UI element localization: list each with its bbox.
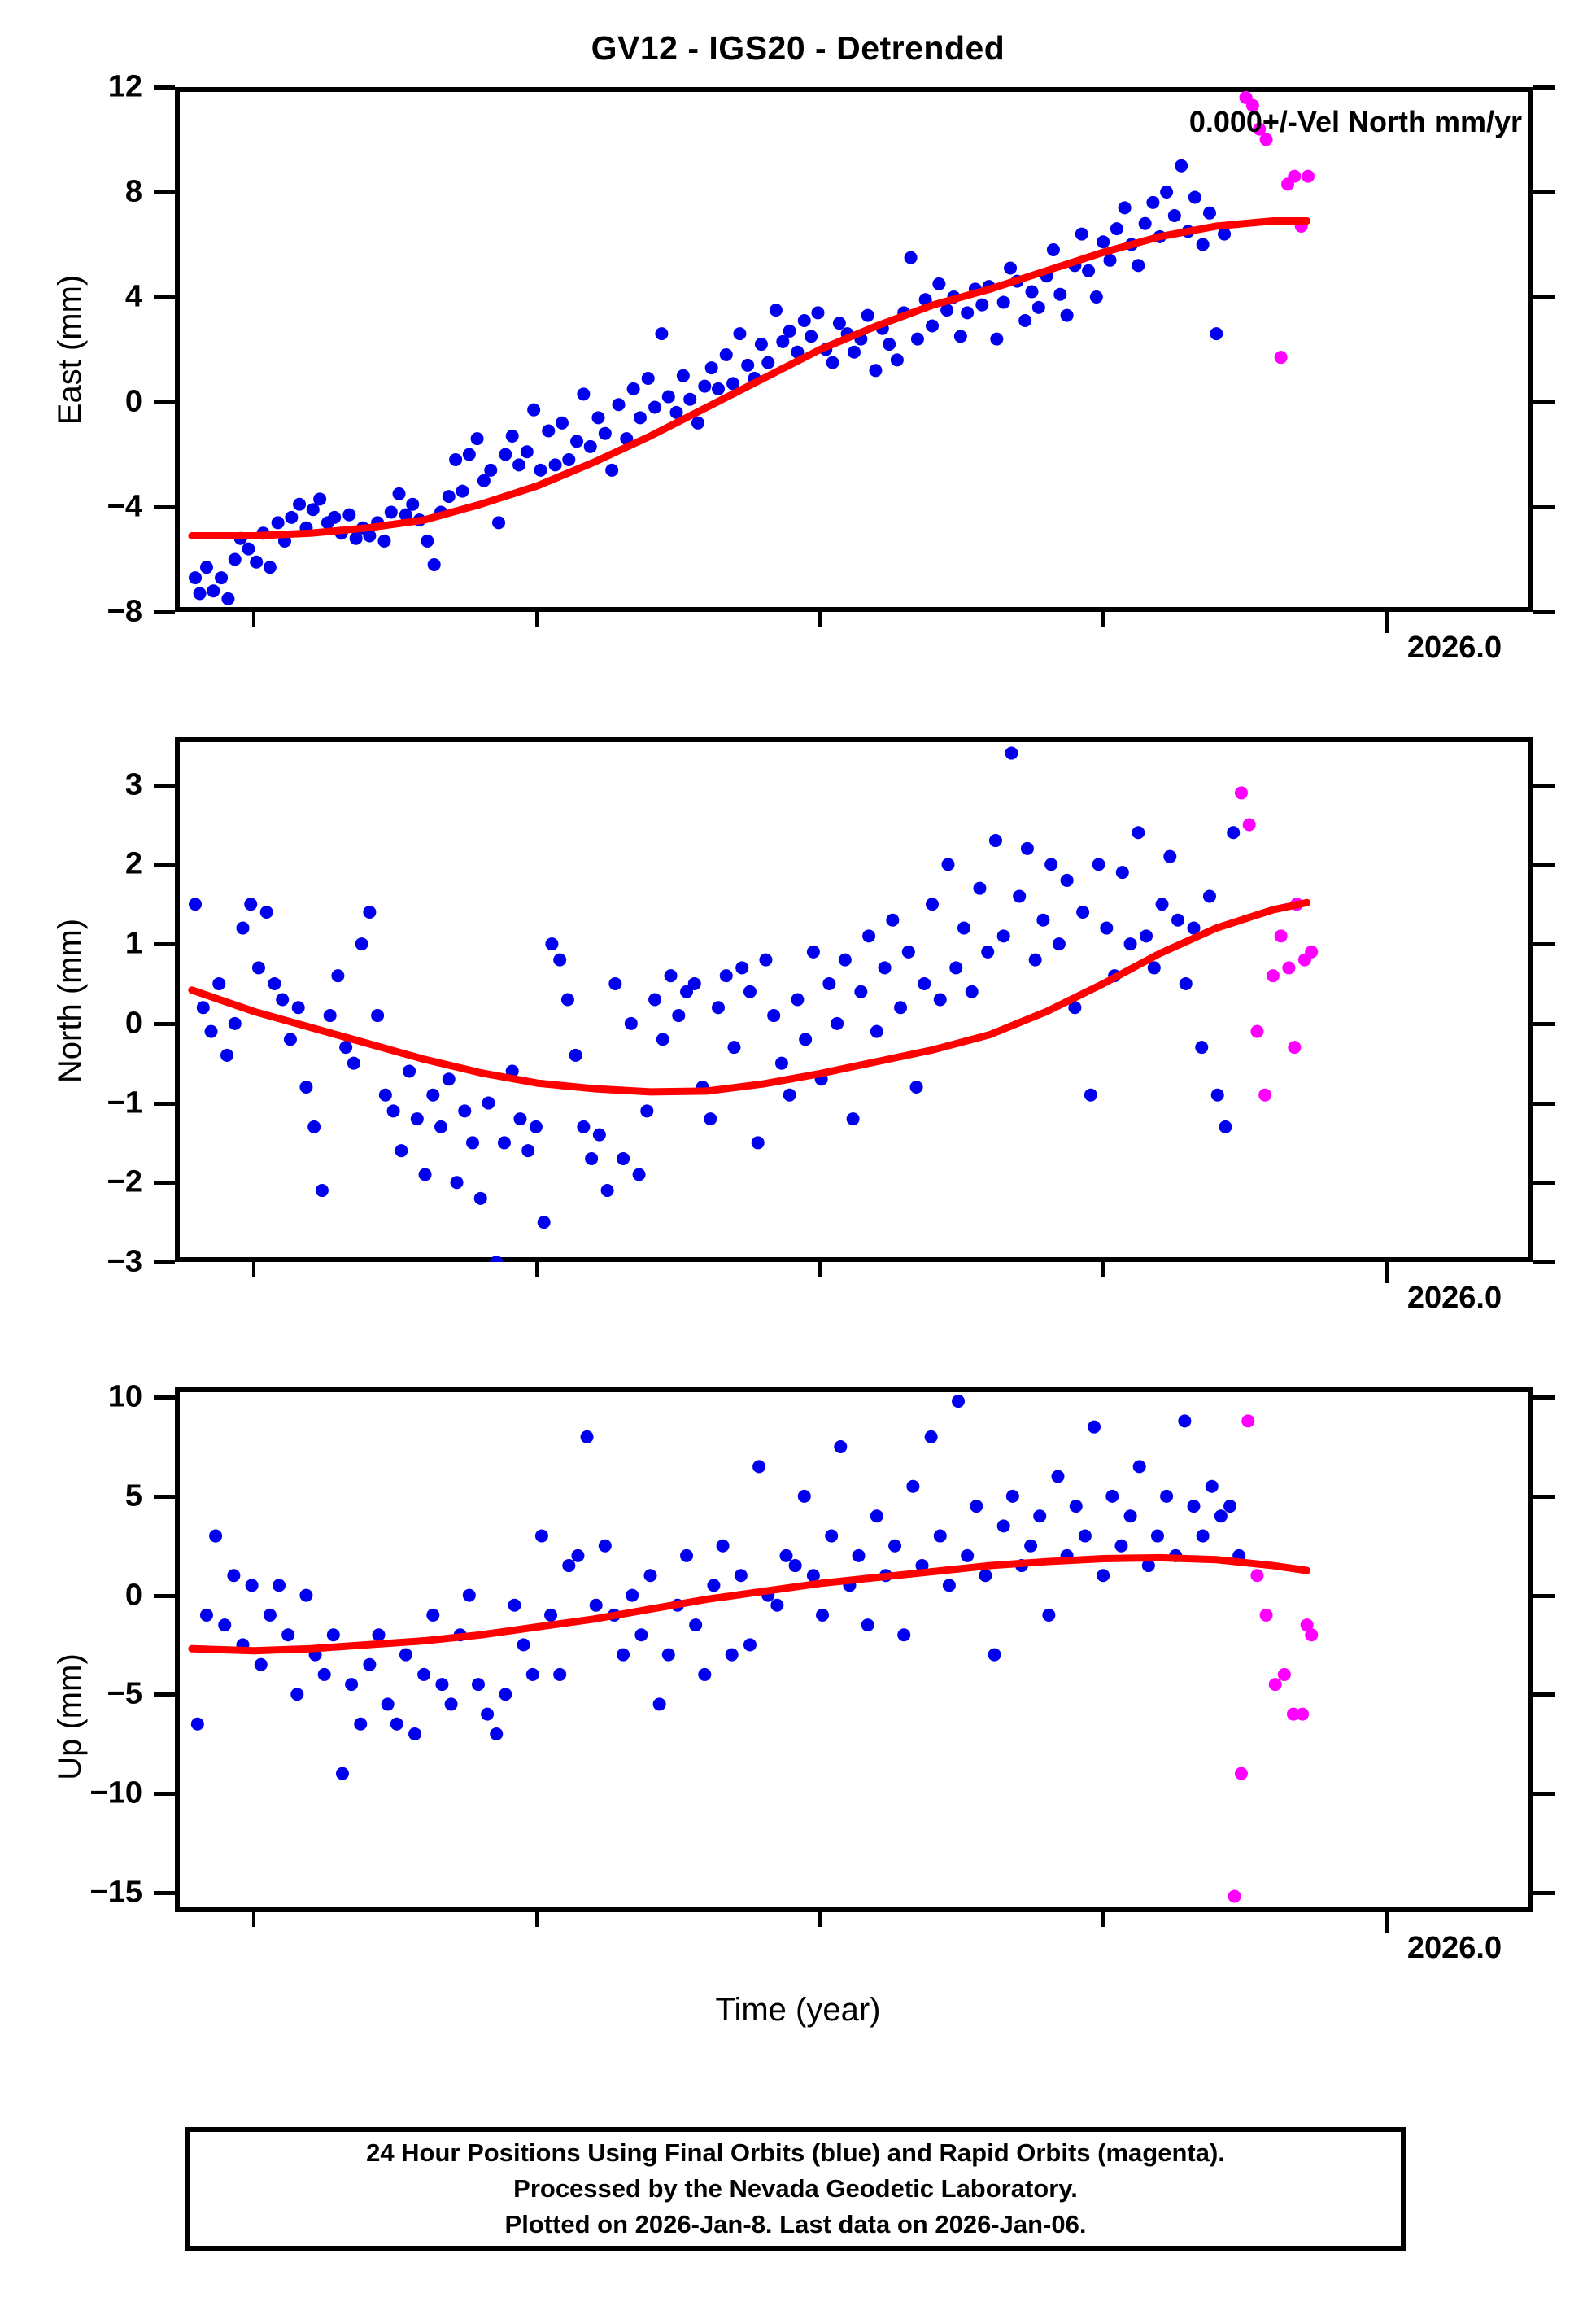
ytick-mark [154, 1593, 175, 1598]
ytick-label: 10 [107, 1379, 142, 1414]
ytick-mark-right [1533, 942, 1555, 947]
xaxis-value-up: 2026.0 [1406, 1931, 1502, 1965]
ytick-label: 3 [124, 767, 142, 802]
ytick-mark-right [1533, 190, 1555, 194]
xtick-mark-minor [1101, 1262, 1105, 1277]
ytick-mark-right [1533, 1890, 1555, 1895]
ytick-mark [154, 1494, 175, 1499]
ytick-mark-right [1533, 1395, 1555, 1400]
ytick-mark [154, 295, 175, 299]
xaxis-title: Time (year) [715, 1992, 881, 2028]
xtick-mark-minor [252, 1262, 256, 1277]
panel-north-frame [175, 737, 1533, 1262]
xtick-mark-major [1385, 1262, 1389, 1283]
ytick-label: −8 [107, 594, 142, 629]
ytick-mark-right [1533, 1021, 1555, 1026]
ytick-mark [154, 505, 175, 509]
ytick-label: 1 [124, 926, 142, 961]
ytick-mark [154, 85, 175, 90]
xtick-mark-minor [252, 612, 256, 627]
xtick-mark-minor [1101, 612, 1105, 627]
ytick-mark [154, 190, 175, 194]
panel-east-frame [175, 87, 1533, 612]
panel-north [175, 737, 1533, 1262]
xtick-mark-minor [535, 1912, 539, 1927]
ytick-mark [154, 1021, 175, 1026]
caption-line-3: Plotted on 2026-Jan-8. Last data on 2026… [504, 2210, 1087, 2238]
ytick-mark [154, 783, 175, 788]
ytick-mark [154, 1395, 175, 1400]
ytick-mark [154, 1181, 175, 1186]
ytick-label: 2 [124, 846, 142, 881]
ytick-label: 0 [124, 1578, 142, 1613]
ytick-label: −15 [89, 1875, 142, 1910]
ytick-mark-right [1533, 505, 1555, 509]
ytick-mark [154, 1260, 175, 1264]
ytick-label: 8 [124, 174, 142, 209]
ytick-mark-right [1533, 610, 1555, 614]
ytick-label: 4 [124, 279, 142, 314]
ytick-label: −5 [107, 1676, 142, 1711]
ytick-mark [154, 1692, 175, 1697]
xtick-mark-minor [818, 1912, 822, 1927]
xaxis-value-east: 2026.0 [1406, 631, 1502, 665]
ytick-mark-right [1533, 1181, 1555, 1186]
ytick-label: −10 [89, 1775, 142, 1810]
ytick-mark-right [1533, 863, 1555, 867]
xtick-mark-minor [535, 1262, 539, 1277]
ytick-mark-right [1533, 783, 1555, 788]
ytick-mark-right [1533, 1260, 1555, 1264]
ytick-mark [154, 1101, 175, 1106]
ytick-mark [154, 1791, 175, 1796]
ytick-mark [154, 942, 175, 947]
ytick-mark [154, 1890, 175, 1895]
xtick-mark-minor [818, 1262, 822, 1277]
xtick-mark-minor [535, 612, 539, 627]
caption-line-1: 24 Hour Positions Using Final Orbits (bl… [366, 2138, 1225, 2167]
caption-line-2: Processed by the Nevada Geodetic Laborat… [513, 2173, 1078, 2203]
ytick-mark-right [1533, 1692, 1555, 1697]
ytick-label: −2 [107, 1164, 142, 1199]
xtick-mark-major [1385, 1912, 1389, 1933]
ytick-mark-right [1533, 1593, 1555, 1598]
caption-box: 24 Hour Positions Using Final Orbits (bl… [185, 2127, 1406, 2251]
ytick-mark-right [1533, 85, 1555, 90]
ytick-mark-right [1533, 1494, 1555, 1499]
ytick-label: 5 [124, 1478, 142, 1513]
ytick-mark [154, 610, 175, 614]
ytick-label: −3 [107, 1244, 142, 1279]
ytick-mark-right [1533, 1791, 1555, 1796]
ytick-label: −4 [107, 489, 142, 524]
xtick-mark-minor [818, 612, 822, 627]
ytick-mark [154, 863, 175, 867]
ytick-mark-right [1533, 295, 1555, 299]
xaxis-value-north: 2026.0 [1406, 1281, 1502, 1315]
xtick-mark-minor [252, 1912, 256, 1927]
ytick-mark-right [1533, 400, 1555, 404]
ytick-label: 12 [107, 69, 142, 104]
page-title: GV12 - IGS20 - Detrended [591, 29, 1005, 67]
ytick-mark [154, 400, 175, 404]
panel-east: 0.000+/-Vel North mm/yr [175, 87, 1533, 612]
xtick-mark-major [1385, 612, 1389, 633]
axis-title-up: Up (mm) [52, 1653, 88, 1780]
xtick-mark-minor [1101, 1912, 1105, 1927]
panel-up [175, 1387, 1533, 1912]
ytick-label: 0 [124, 384, 142, 419]
ytick-mark-right [1533, 1101, 1555, 1106]
ytick-label: 0 [124, 1006, 142, 1041]
panel-up-frame [175, 1387, 1533, 1912]
velocity-annotation: 0.000+/-Vel North mm/yr [1188, 105, 1522, 138]
ytick-label: −1 [107, 1085, 142, 1120]
